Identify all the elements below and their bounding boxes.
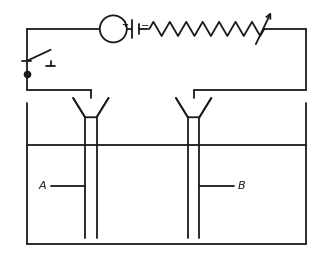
Text: +: +: [121, 20, 128, 29]
Circle shape: [100, 15, 127, 42]
Text: −: −: [141, 21, 149, 31]
Text: A: A: [39, 181, 47, 191]
Text: B: B: [238, 181, 245, 191]
